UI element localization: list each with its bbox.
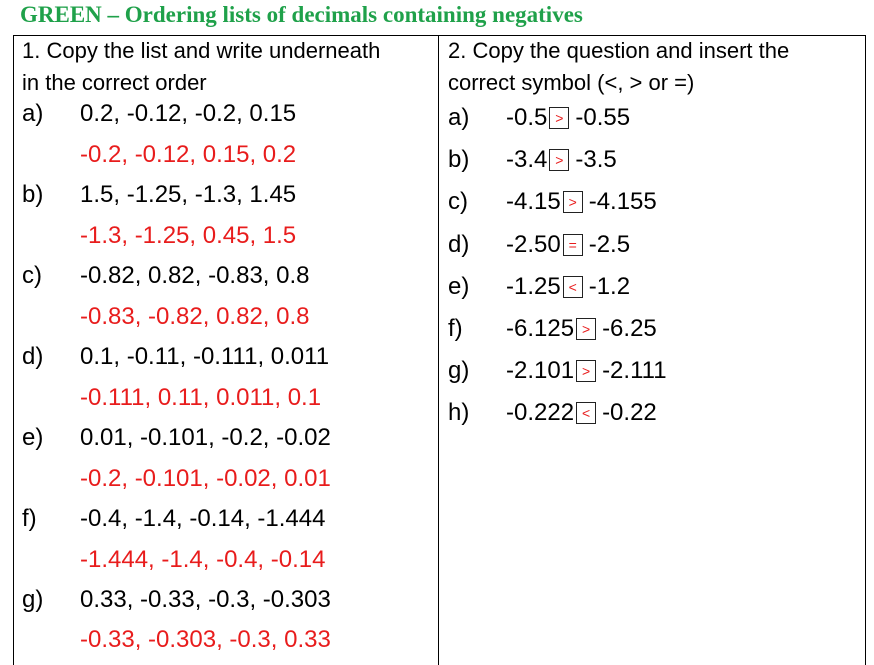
- right-value: -4.155: [588, 188, 657, 215]
- right-item-label: e): [448, 273, 470, 300]
- left-item-label: b): [22, 181, 44, 208]
- right-item-label: c): [448, 188, 468, 215]
- left-value: -0.222: [506, 399, 575, 426]
- left-item-label: a): [22, 100, 44, 127]
- left-item-answer: -0.2, -0.101, -0.02, 0.01: [80, 465, 331, 492]
- left-value: -3.4: [506, 146, 548, 173]
- symbol-box: >: [576, 318, 597, 340]
- right-heading-line2: correct symbol (<, > or =): [448, 70, 695, 95]
- left-heading: 1. Copy the list and write underneath in…: [22, 35, 380, 99]
- right-value: -2.111: [602, 357, 667, 384]
- right-item-label: f): [448, 315, 463, 342]
- comparison-row: -1.25 < -1.2: [506, 273, 630, 301]
- comparison-row: -3.4 > -3.5: [506, 146, 617, 174]
- right-item-label: h): [448, 399, 470, 426]
- left-item-question: 0.33, -0.33, -0.3, -0.303: [80, 586, 331, 613]
- left-item-answer: -0.83, -0.82, 0.82, 0.8: [80, 303, 310, 330]
- comparison-row: -6.125 > -6.25: [506, 315, 657, 343]
- left-item-label: d): [22, 343, 44, 370]
- left-heading-line2: in the correct order: [22, 70, 207, 95]
- left-item-label: c): [22, 262, 42, 289]
- symbol-box: >: [576, 360, 597, 382]
- right-item-label: g): [448, 357, 470, 384]
- left-item-label: e): [22, 424, 44, 451]
- symbol-box: >: [549, 107, 570, 129]
- left-item-question: 1.5, -1.25, -1.3, 1.45: [80, 181, 297, 208]
- symbol-box: <: [562, 276, 583, 298]
- right-value: -0.22: [602, 399, 657, 426]
- page-title: GREEN – Ordering lists of decimals conta…: [20, 2, 583, 27]
- right-item-label: b): [448, 146, 470, 173]
- right-value: -1.2: [588, 273, 631, 300]
- left-item-answer: -1.444, -1.4, -0.4, -0.14: [80, 546, 326, 573]
- left-item-question: -0.82, 0.82, -0.83, 0.8: [80, 262, 310, 289]
- right-value: -3.5: [575, 146, 617, 173]
- right-value: -6.25: [602, 315, 657, 342]
- comparison-row: -4.15 > -4.155: [506, 188, 657, 216]
- right-item-label: a): [448, 104, 470, 131]
- left-value: -6.125: [506, 315, 575, 342]
- right-value: -0.55: [575, 104, 631, 131]
- left-value: -2.50: [506, 231, 561, 258]
- left-item-answer: -0.33, -0.303, -0.3, 0.33: [80, 626, 331, 653]
- left-item-question: 0.01, -0.101, -0.2, -0.02: [80, 424, 331, 451]
- right-heading: 2. Copy the question and insert the corr…: [448, 35, 789, 99]
- left-item-question: 0.1, -0.11, -0.111, 0.011: [80, 343, 330, 370]
- comparison-row: -0.5 > -0.55: [506, 104, 630, 132]
- left-item-answer: -1.3, -1.25, 0.45, 1.5: [80, 222, 297, 249]
- left-heading-line1: 1. Copy the list and write underneath: [22, 38, 381, 63]
- left-item-answer: -0.2, -0.12, 0.15, 0.2: [80, 141, 297, 168]
- left-value: -4.15: [506, 188, 561, 215]
- left-item-label: f): [22, 505, 37, 532]
- comparison-row: -2.50 = -2.5: [506, 231, 630, 259]
- left-value: -2.101: [506, 357, 575, 384]
- left-item-question: 0.2, -0.12, -0.2, 0.15: [80, 100, 297, 127]
- column-divider: [438, 35, 439, 665]
- symbol-box: >: [562, 191, 583, 213]
- left-item-question: -0.4, -1.4, -0.14, -1.444: [80, 505, 326, 532]
- left-item-answer: -0.111, 0.11, 0.011, 0.1: [80, 384, 322, 411]
- comparison-row: -2.101 > -2.111: [506, 357, 667, 385]
- left-item-label: g): [22, 586, 44, 613]
- right-heading-line1: 2. Copy the question and insert the: [448, 38, 790, 63]
- left-value: -1.25: [506, 273, 561, 300]
- right-item-label: d): [448, 231, 470, 258]
- worksheet-table: [13, 35, 866, 665]
- symbol-box: >: [549, 149, 570, 171]
- left-value: -0.5: [506, 104, 548, 131]
- comparison-row: -0.222 < -0.22: [506, 399, 657, 427]
- symbol-box: <: [576, 402, 597, 424]
- symbol-box: =: [562, 234, 583, 256]
- right-value: -2.5: [588, 231, 631, 258]
